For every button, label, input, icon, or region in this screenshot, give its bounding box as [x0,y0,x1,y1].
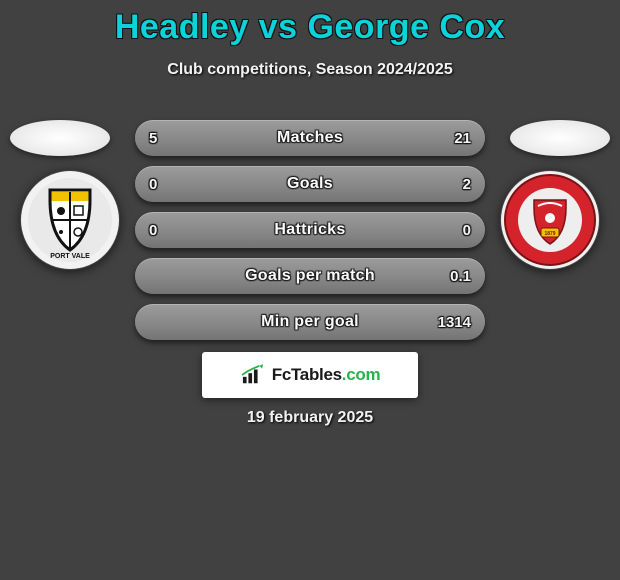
stats-list: 5 Matches 21 0 Goals 2 0 Hattricks 0 Goa… [135,120,485,350]
stat-label: Hattricks [274,221,345,239]
stat-right-value: 2 [463,176,471,193]
date-line: 19 february 2025 [0,409,620,427]
stat-label: Goals [287,175,333,193]
page-title: Headley vs George Cox [0,0,620,47]
stat-left-value: 0 [149,222,157,239]
stat-row-goals-per-match: Goals per match 0.1 [135,258,485,294]
brand-logo-box[interactable]: FcTables.com [202,352,418,398]
stat-right-value: 21 [454,130,471,147]
player2-avatar-placeholder [510,120,610,156]
svg-text:PORT VALE: PORT VALE [50,253,90,260]
player2-club-crest: 1879 [500,170,600,270]
stat-label: Matches [277,129,343,147]
stat-right-value: 0 [463,222,471,239]
stat-row-goals: 0 Goals 2 [135,166,485,202]
player1-avatar-placeholder [10,120,110,156]
chart-icon [240,364,266,386]
brand-text: FcTables.com [272,365,381,385]
season-subtitle: Club competitions, Season 2024/2025 [0,47,620,79]
stat-label: Min per goal [261,313,359,331]
stat-label: Goals per match [245,267,375,285]
player1-club-crest: PORT VALE [20,170,120,270]
stat-row-matches: 5 Matches 21 [135,120,485,156]
stat-right-value: 1314 [438,314,471,331]
stat-left-value: 5 [149,130,157,147]
stat-row-min-per-goal: Min per goal 1314 [135,304,485,340]
stat-right-value: 0.1 [450,268,471,285]
svg-text:1879: 1879 [544,231,555,237]
stat-left-value: 0 [149,176,157,193]
stat-row-hattricks: 0 Hattricks 0 [135,212,485,248]
